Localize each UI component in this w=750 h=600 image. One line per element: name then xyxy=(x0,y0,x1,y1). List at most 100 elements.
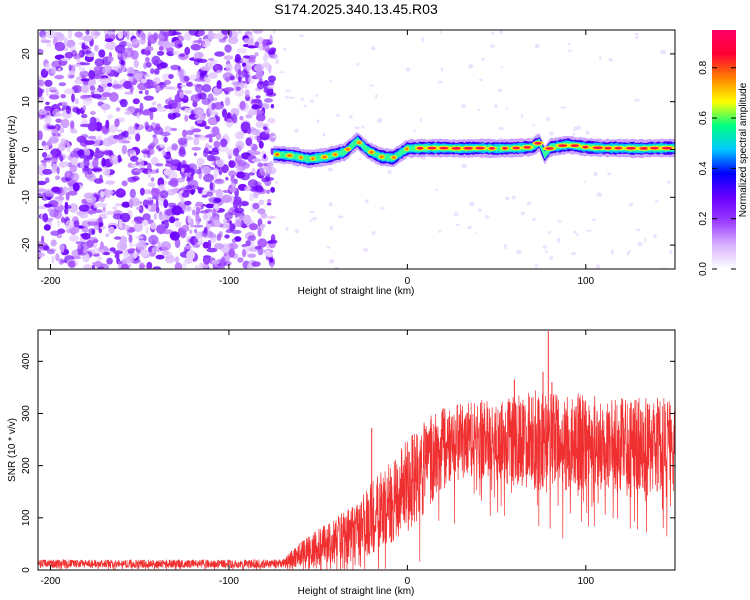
spectrogram-noise-cell xyxy=(354,126,361,130)
spectrogram-noise-cell xyxy=(72,182,80,192)
spectrogram-noise-cell xyxy=(141,149,150,154)
spectrogram-noise-cell xyxy=(196,70,201,80)
spectrogram-noise-cell xyxy=(134,122,139,130)
spectrogram-noise-cell xyxy=(121,224,131,231)
colorbar-label: Normalized spectral amplitude xyxy=(738,82,749,217)
snr-y-tick-label: 400 xyxy=(21,353,32,370)
spectrogram-noise-cell xyxy=(572,132,576,137)
spectrogram-noise-cell xyxy=(635,35,639,39)
spectrogram-noise-cell xyxy=(79,62,91,66)
spectrogram-noise-cell xyxy=(272,30,276,35)
spectrogram-noise-cell xyxy=(175,256,180,264)
spectrogram-noise-cell xyxy=(142,213,151,221)
spectrogram-noise-cell xyxy=(480,57,485,61)
spectrogram-noise-cell xyxy=(468,64,474,69)
spectrogram-noise-cell xyxy=(99,83,109,88)
spectrogram-noise-cell xyxy=(139,187,145,196)
spectrogram-noise-cell xyxy=(229,160,236,169)
spectrogram-noise-cell xyxy=(57,67,62,73)
spectrogram-noise-cell xyxy=(78,66,86,72)
spectrogram-noise-cell xyxy=(132,252,137,259)
spectrogram-noise-cell xyxy=(68,234,80,242)
spectrogram-noise-cell xyxy=(75,211,86,216)
spectrogram-noise-cell xyxy=(226,222,230,231)
snr-x-tick-label: -200 xyxy=(40,576,60,587)
spectrogram-noise-cell xyxy=(122,130,129,138)
spectrogram-noise-cell xyxy=(205,203,215,209)
spectrogram-noise-cell xyxy=(235,86,241,92)
spectrogram-noise-cell xyxy=(117,31,124,39)
spectrogram-noise-cell xyxy=(435,188,439,191)
spectrogram-noise-cell xyxy=(511,195,516,200)
spectrogram-track-peak xyxy=(391,156,396,159)
colorbar-tick-label: 0.8 xyxy=(698,60,709,74)
spectrogram-noise-cell xyxy=(68,70,76,76)
spectrogram-noise-cell xyxy=(136,241,148,251)
spectrogram-noise-cell xyxy=(198,262,204,269)
spectrogram-noise-cell xyxy=(126,73,134,77)
spectrogram-noise-cell xyxy=(44,63,51,72)
spectrogram-noise-cell xyxy=(505,107,509,110)
spectrogram-noise-cell xyxy=(93,203,100,209)
spectrogram-noise-cell xyxy=(141,219,149,227)
spectrogram-noise-cell xyxy=(56,33,65,42)
spectrogram-noise-cell xyxy=(532,124,535,127)
spectrogram-noise-cell xyxy=(171,31,182,36)
spectrogram-y-tick-label: 0 xyxy=(21,146,32,152)
spectrogram-noise-cell xyxy=(43,224,51,231)
spectrogram-noise-cell xyxy=(54,74,65,80)
spectrogram-noise-cell xyxy=(258,42,264,51)
spectrogram-noise-cell xyxy=(80,161,85,169)
spectrogram-noise-cell xyxy=(257,187,265,193)
spectrogram-noise-cell xyxy=(585,130,590,135)
spectrogram-noise-cell xyxy=(225,176,229,181)
spectrogram-noise-cell xyxy=(634,32,639,36)
spectrogram-noise-cell xyxy=(203,77,211,83)
spectrogram-noise-cell xyxy=(65,192,70,201)
spectrogram-noise-cell xyxy=(267,49,276,55)
spectrogram-noise-cell xyxy=(143,153,147,158)
spectrogram-noise-cell xyxy=(172,112,181,118)
spectrogram-noise-cell xyxy=(421,157,426,160)
spectrogram-noise-cell xyxy=(170,64,181,71)
spectrogram-noise-cell xyxy=(225,118,234,128)
spectrogram-noise-cell xyxy=(170,159,181,167)
spectrogram-noise-cell xyxy=(174,221,182,228)
spectrogram-noise-cell xyxy=(50,239,57,247)
spectrogram-noise-cell xyxy=(213,101,225,110)
spectrogram-noise-cell xyxy=(219,223,229,229)
spectrogram-noise-cell xyxy=(150,222,157,230)
spectrogram-noise-cell xyxy=(361,125,365,129)
spectrogram-noise-cell xyxy=(189,237,199,245)
snr-series-line xyxy=(38,390,675,570)
spectrogram-noise-cell xyxy=(135,133,141,142)
spectrogram-noise-cell xyxy=(356,62,360,67)
spectrogram-noise-cell xyxy=(207,58,215,61)
spectrogram-noise-cell xyxy=(223,55,234,61)
spectrogram-noise-cell xyxy=(213,197,222,204)
spectrogram-noise-cell xyxy=(150,156,159,166)
spectrogram-noise-cell xyxy=(387,170,392,175)
spectrogram-track-peak xyxy=(592,146,604,150)
spectrogram-track-peak xyxy=(523,146,531,149)
spectrogram-noise-cell xyxy=(96,71,103,79)
spectrogram-noise-cell xyxy=(98,222,103,228)
spectrogram-noise-cell xyxy=(100,103,111,111)
spectrogram-noise-cell xyxy=(224,87,235,92)
spectrogram-noise-cell xyxy=(47,249,55,255)
spectrogram-track-peak xyxy=(488,147,496,150)
spectrogram-noise-cell xyxy=(65,105,72,115)
spectrogram-noise-cell xyxy=(100,241,104,251)
spectrogram-noise-cell xyxy=(348,115,353,119)
spectrogram-noise-cell xyxy=(83,154,93,161)
spectrogram-noise-cell xyxy=(419,117,422,123)
spectrogram-noise-cell xyxy=(238,200,242,208)
spectrogram-noise-cell xyxy=(145,204,149,209)
spectrogram-noise-cell xyxy=(135,161,140,166)
spectrogram-noise-cell xyxy=(38,180,47,186)
spectrogram-noise-cell xyxy=(203,173,214,183)
spectrogram-noise-cell xyxy=(505,196,510,201)
spectrogram-noise-cell xyxy=(64,207,69,215)
spectrogram-noise-cell xyxy=(249,62,255,66)
spectrogram-noise-cell xyxy=(626,251,630,256)
